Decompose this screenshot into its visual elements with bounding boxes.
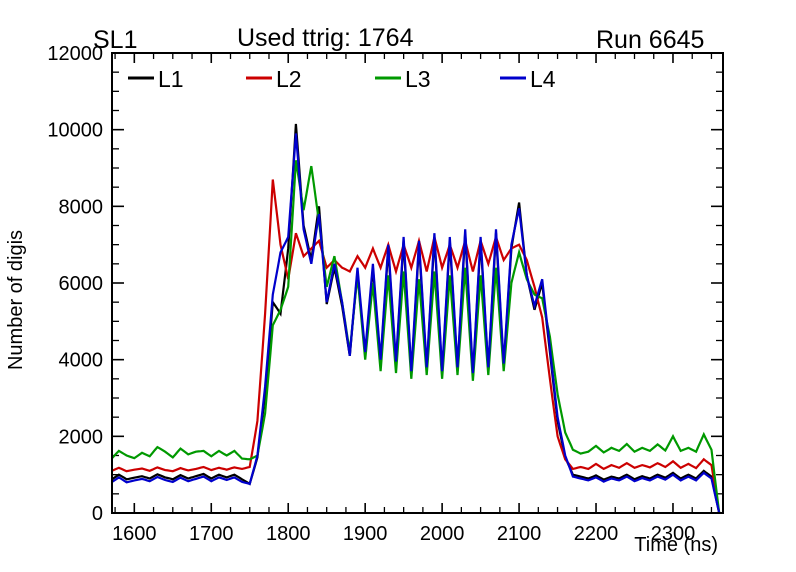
- legend-layer: L1 L2 L3 L4: [128, 66, 556, 92]
- legend-label-l3: L3: [405, 66, 431, 92]
- header-center-label: Used ttrig: 1764: [237, 24, 414, 52]
- x-tick-label: 2000: [420, 523, 465, 545]
- header-right-label: Run 6645: [596, 26, 704, 54]
- y-tick-label: 4000: [59, 350, 104, 372]
- y-tick-label: 10000: [47, 120, 103, 142]
- x-tick-label: 1600: [112, 523, 157, 545]
- x-tick-label: 2200: [574, 523, 619, 545]
- legend-label-l2: L2: [276, 66, 302, 92]
- axis-layer: 1600 1700 1800 1900 2000 2100 2200 2300 0 2000 400…: [47, 43, 723, 545]
- x-tick-label: 1800: [266, 523, 311, 545]
- plot-frame: [111, 52, 724, 514]
- legend-label-l4: L4: [530, 66, 556, 92]
- legend-label-l1: L1: [158, 66, 184, 92]
- header-left-label: SL1: [93, 26, 137, 54]
- y-tick-label: 0: [92, 503, 103, 525]
- y-axis-label: Number of digis: [5, 230, 27, 370]
- x-axis-label: Time (ns): [634, 534, 718, 556]
- series-line-l3: [112, 160, 721, 513]
- series-line-l4: [112, 133, 721, 513]
- x-tick-label: 2300: [651, 523, 696, 545]
- y-tick-label: 12000: [47, 43, 103, 65]
- series-line-l2: [112, 179, 721, 513]
- x-tick-label: 1700: [189, 523, 234, 545]
- x-tick-label: 1900: [343, 523, 388, 545]
- y-tick-label: 2000: [59, 426, 104, 448]
- y-tick-label: 8000: [59, 196, 104, 218]
- x-tick-label: 2100: [497, 523, 542, 545]
- series-layer: [112, 123, 721, 513]
- y-tick-label: 6000: [59, 273, 104, 295]
